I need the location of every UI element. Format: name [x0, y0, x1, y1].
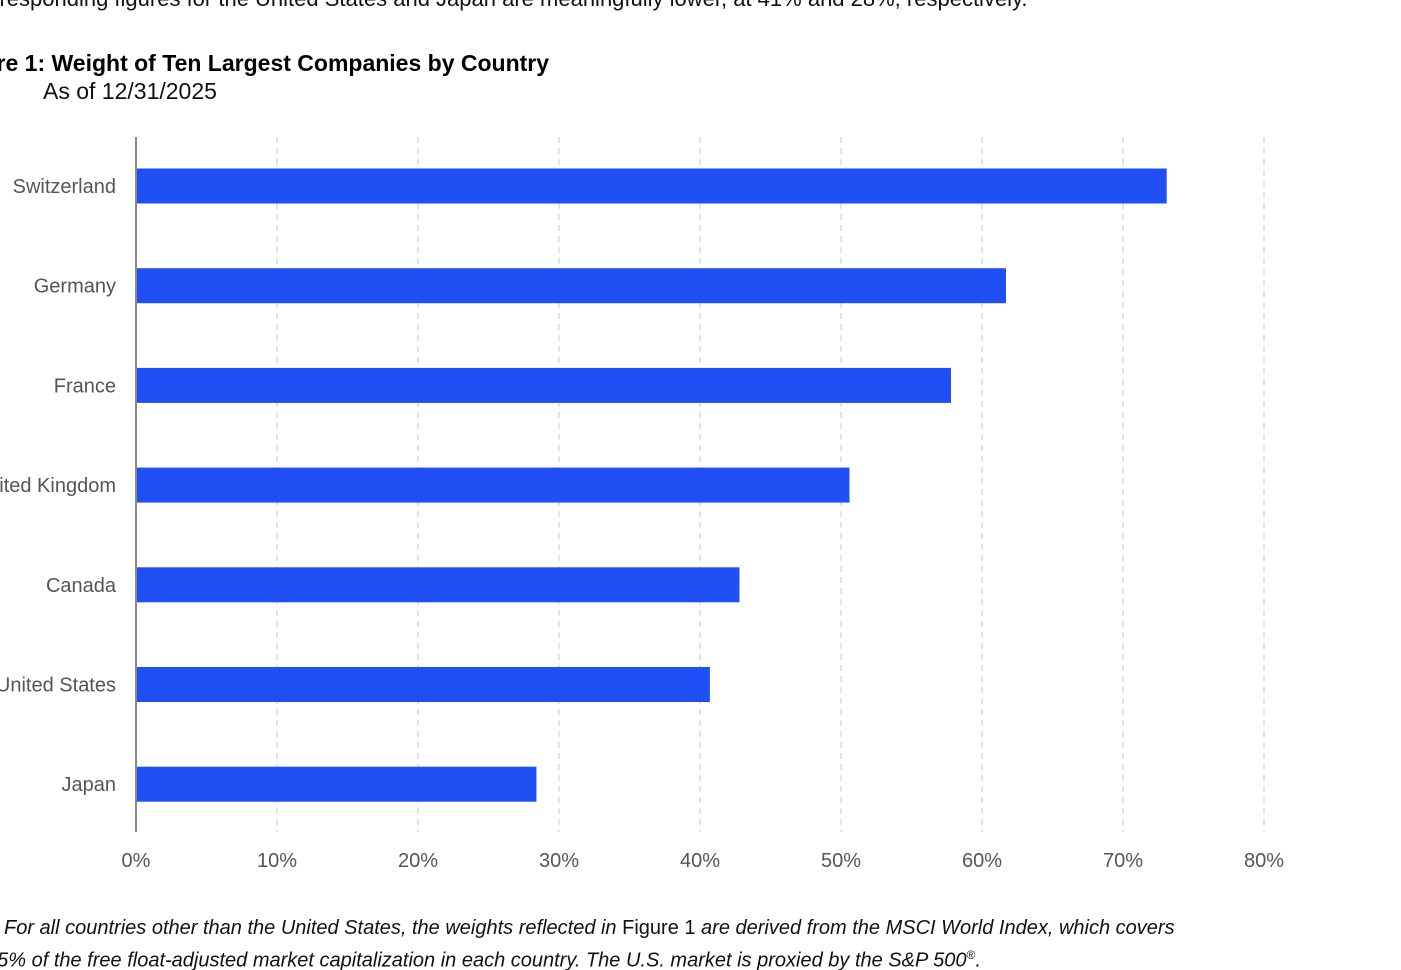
footnote-figure-ref: Figure 1 [622, 917, 696, 939]
category-label: Germany [34, 276, 116, 298]
registered-mark: ® [966, 948, 976, 962]
bar [136, 168, 1167, 204]
bar [136, 567, 740, 603]
x-tick-label: 70% [1103, 850, 1143, 872]
x-tick-label: 60% [962, 850, 1002, 872]
footnote: For all countries other than the United … [0, 915, 1175, 970]
bars [136, 168, 1167, 802]
bar [136, 467, 850, 503]
x-tick-label: 0% [122, 850, 151, 872]
category-label: Switzerland [13, 176, 116, 198]
bar [136, 268, 1006, 304]
bar [136, 367, 951, 403]
footnote-line-2-end: . [975, 949, 981, 970]
footnote-line-2-text: 85% of the free float-adjusted market ca… [0, 949, 967, 970]
x-tick-label: 20% [398, 850, 438, 872]
intro-text: Corresponding figures for the United Sta… [0, 0, 1028, 12]
bar [136, 766, 537, 802]
footnote-line-1: For all countries other than the United … [4, 915, 1175, 942]
grid-lines [276, 137, 1265, 832]
intro-paragraph: Corresponding figures for the United Sta… [0, 0, 1028, 12]
figure-title: Figure 1: Weight of Ten Largest Companie… [0, 50, 549, 77]
figure-subtitle: As of 12/31/2025 [43, 78, 217, 104]
x-tick-label: 10% [257, 850, 297, 872]
x-tick-label: 40% [680, 850, 720, 872]
category-labels: Switzerland Germany France United Kingdom Ca… [0, 176, 117, 796]
bar [136, 667, 710, 702]
x-tick-label: 30% [539, 850, 579, 872]
bar-chart: Switzerland Germany France United Kingdom Ca… [0, 137, 1285, 872]
figure-title-text: Figure 1: Weight of Ten Largest Companie… [0, 50, 550, 76]
category-label: Japan [62, 774, 117, 796]
category-label: United States [0, 675, 116, 697]
category-label: United Kingdom [0, 475, 116, 497]
x-tick-label: 80% [1244, 850, 1284, 872]
footnote-part-2: are derived from the MSCI World Index, w… [695, 917, 1175, 939]
category-label: France [54, 375, 116, 397]
category-label: Canada [46, 575, 117, 597]
footnote-part-1: For all countries other than the United … [4, 917, 623, 939]
footnote-line-2: 85% of the free float-adjusted market ca… [0, 942, 1175, 970]
x-tick-labels: 0% 10% 20% 30% 40% 50% 60% 70% 80% [122, 850, 1285, 872]
x-tick-label: 50% [821, 850, 861, 872]
